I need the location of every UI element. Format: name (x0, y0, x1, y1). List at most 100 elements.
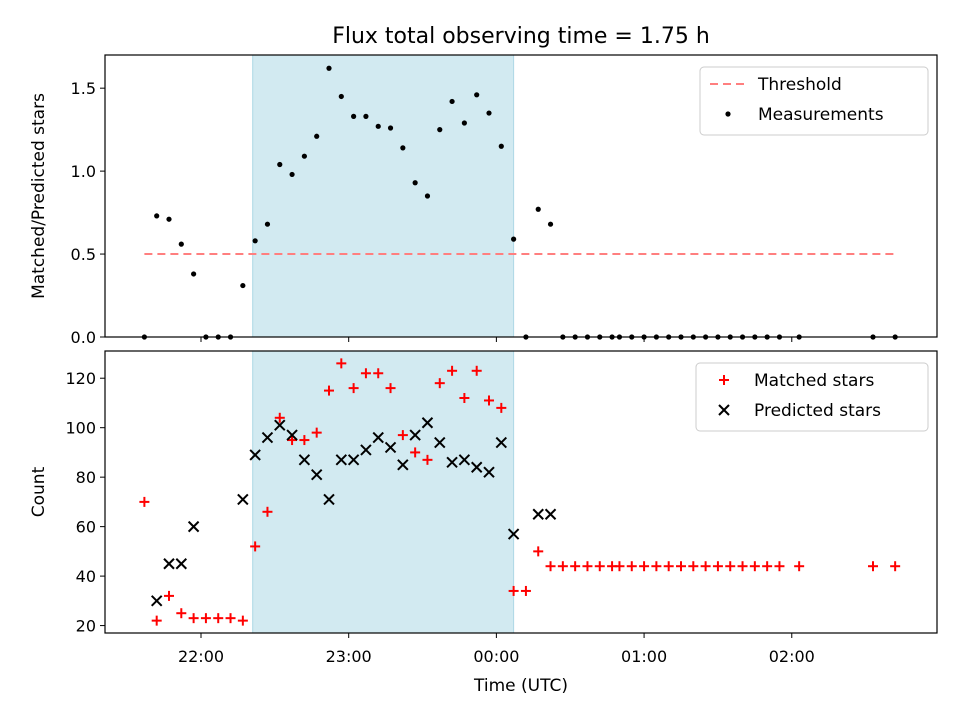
data-point (286, 429, 298, 441)
legend-swatch (719, 375, 729, 385)
data-point (547, 221, 554, 227)
count-series-2 (150, 417, 557, 607)
y-tick-label: 20 (76, 617, 96, 636)
data-point (163, 558, 175, 570)
data-point (557, 561, 568, 572)
y-tick-label: 1.5 (71, 79, 96, 98)
data-point (520, 585, 531, 596)
y-tick-label: 100 (65, 419, 96, 438)
data-point (535, 206, 541, 212)
data-point (264, 221, 271, 227)
data-point (570, 561, 581, 572)
data-point (298, 454, 311, 466)
y-tick-label: 60 (76, 518, 96, 537)
data-point (446, 456, 458, 469)
data-point (387, 125, 394, 131)
data-point (458, 454, 471, 466)
data-point (400, 145, 406, 151)
data-point (409, 429, 421, 441)
count-legend: Matched stars Predicted stars (695, 362, 929, 432)
data-point (310, 468, 323, 481)
data-point (663, 561, 674, 572)
data-point (700, 561, 711, 572)
data-point (496, 402, 507, 413)
legend-label: Matched stars (754, 371, 874, 391)
x-tick-label: 02:00 (769, 647, 815, 666)
data-point (249, 449, 261, 461)
chart-title: Flux total observing time = 1.75 h (332, 24, 710, 49)
ratio-series-1 (141, 65, 898, 340)
data-point (213, 613, 224, 624)
data-point (375, 123, 381, 129)
data-point (532, 508, 544, 520)
data-point (311, 427, 322, 438)
data-point (459, 393, 470, 403)
data-point (261, 431, 274, 444)
data-point (240, 282, 246, 289)
data-point (437, 127, 443, 133)
legend-swatch (718, 404, 730, 416)
data-point (324, 385, 334, 396)
data-point (511, 236, 517, 242)
data-point (434, 436, 446, 449)
y-tick-label: 120 (65, 369, 96, 388)
data-point (139, 496, 150, 507)
data-point (470, 461, 483, 473)
data-point (166, 216, 172, 222)
data-point (545, 561, 556, 572)
data-point (422, 454, 433, 465)
data-point (762, 561, 773, 572)
x-tick-label: 01:00 (621, 647, 667, 666)
data-point (397, 430, 408, 441)
data-point (774, 561, 785, 572)
data-point (794, 561, 805, 572)
data-point (508, 585, 519, 596)
data-point (289, 171, 295, 178)
y-tick-label: 40 (76, 567, 96, 586)
data-point (614, 561, 625, 572)
x-tick-label: 22:00 (178, 647, 224, 666)
x-tick-label: 23:00 (326, 647, 372, 666)
data-point (323, 493, 335, 506)
data-point (326, 65, 332, 71)
data-point (338, 93, 344, 100)
data-point (188, 613, 199, 624)
data-point (507, 528, 520, 540)
x-axis-label: Time (UTC) (473, 676, 568, 696)
data-point (676, 561, 686, 572)
data-point (434, 378, 445, 389)
data-point (372, 431, 384, 444)
data-point (363, 113, 369, 119)
legend-label: Predicted stars (754, 401, 881, 421)
data-point (200, 613, 211, 624)
data-point (250, 541, 261, 552)
data-point (890, 561, 901, 572)
data-point (301, 153, 307, 159)
data-point (397, 459, 409, 471)
data-point (252, 238, 258, 244)
data-point (544, 508, 557, 520)
data-point (447, 365, 458, 376)
legend-label: Threshold (757, 75, 842, 95)
data-point (424, 193, 431, 199)
data-point (336, 358, 347, 369)
data-point (262, 506, 273, 517)
data-point (237, 493, 249, 506)
data-point (347, 454, 360, 466)
data-point (594, 561, 605, 572)
legend-box (695, 362, 929, 432)
data-point (486, 110, 492, 116)
legend-swatch (725, 111, 731, 117)
data-point (688, 561, 699, 572)
data-point (471, 365, 482, 376)
data-point (498, 143, 504, 149)
data-point (533, 546, 544, 557)
legend-label: Measurements (758, 105, 884, 125)
data-point (237, 615, 248, 626)
ratio-legend: Threshold Measurements (699, 66, 929, 136)
data-point (483, 466, 495, 478)
ratio-y-axis-label: Matched/Predicted stars (29, 93, 49, 299)
data-point (187, 520, 200, 533)
